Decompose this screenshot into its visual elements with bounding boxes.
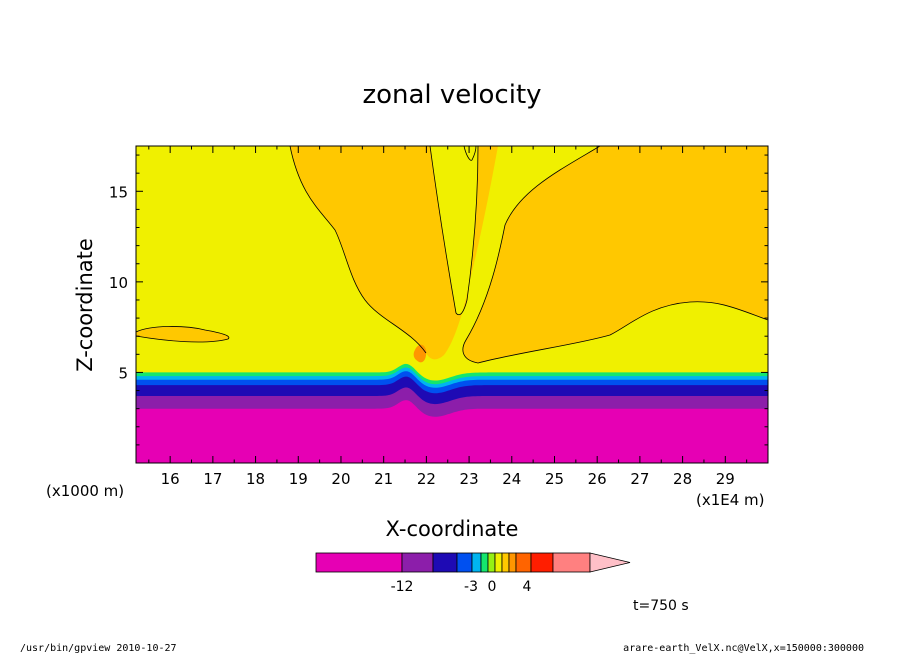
- y-axis-label: Z-coordinate: [73, 238, 97, 372]
- x-tick-label: 18: [246, 470, 265, 488]
- contour-line-2: [429, 146, 479, 316]
- colorbar-arrow: [589, 552, 631, 573]
- y-tick-label: 15: [109, 183, 128, 201]
- colorbar-label: 4: [523, 579, 532, 595]
- x-axis-ticks: 16 17 18 19 20 21 22 23 24 25 26 27 28 29: [148, 146, 748, 488]
- colorbar-bin: [530, 552, 554, 573]
- colorbar-label: 0: [488, 579, 497, 595]
- colorbar-bin: [471, 552, 482, 573]
- x-tick-label: 26: [588, 470, 607, 488]
- contour-line-5: [463, 146, 477, 161]
- contour-line-1: [289, 146, 427, 354]
- layer-magenta: [136, 400, 768, 463]
- colorbar-bin: [515, 552, 532, 573]
- orange-region-right: [462, 146, 768, 363]
- colorbar-label: -12: [391, 579, 414, 595]
- footer-right: arare-earth_VelX.nc@VelX,x=150000:300000: [623, 643, 864, 654]
- x-tick-label: 25: [545, 470, 564, 488]
- colorbar-label: -3: [464, 579, 478, 595]
- plot-frame: [135, 145, 769, 464]
- colorbar-bin: [552, 552, 591, 573]
- colorbar-bin: [315, 552, 403, 573]
- x-tick-label: 24: [502, 470, 521, 488]
- colorbar-bin: [456, 552, 473, 573]
- colorbar: [315, 552, 631, 573]
- colorbar-labels: -12 -3 0 4: [391, 579, 532, 595]
- y-tick-label: 10: [109, 274, 128, 292]
- x-tick-label: 22: [417, 470, 436, 488]
- x-tick-label: 28: [673, 470, 692, 488]
- x-tick-label: 20: [331, 470, 350, 488]
- time-label: t=750 s: [633, 598, 689, 614]
- x-tick-label: 16: [161, 470, 180, 488]
- chart-title: zonal velocity: [362, 80, 541, 110]
- x-tick-label: 19: [289, 470, 308, 488]
- x-tick-label: 17: [203, 470, 222, 488]
- plot-field: [136, 146, 768, 463]
- colorbar-bin: [487, 552, 496, 573]
- orange-region-center: [290, 146, 498, 360]
- colorbar-bin: [480, 552, 489, 573]
- x-axis-label: X-coordinate: [386, 517, 519, 541]
- x-tick-label: 27: [630, 470, 649, 488]
- y-axis-ticks: 5 10 15: [109, 154, 768, 446]
- x-tick-label: 23: [460, 470, 479, 488]
- y-unit-label: (x1000 m): [46, 482, 124, 500]
- colorbar-bin: [501, 552, 510, 573]
- x-tick-label: 29: [716, 470, 735, 488]
- colorbar-bin: [401, 552, 434, 573]
- colorbar-bin: [494, 552, 503, 573]
- contour-line-3: [462, 146, 768, 364]
- x-tick-label: 21: [374, 470, 393, 488]
- y-tick-label: 5: [118, 364, 128, 382]
- colorbar-bin: [508, 552, 517, 573]
- x-unit-label: (x1E4 m): [696, 491, 765, 509]
- colorbar-bin: [432, 552, 458, 573]
- footer-left: /usr/bin/gpview 2010-10-27: [20, 643, 177, 654]
- velocity-layers: [136, 363, 768, 463]
- contour-line-4: [136, 326, 230, 343]
